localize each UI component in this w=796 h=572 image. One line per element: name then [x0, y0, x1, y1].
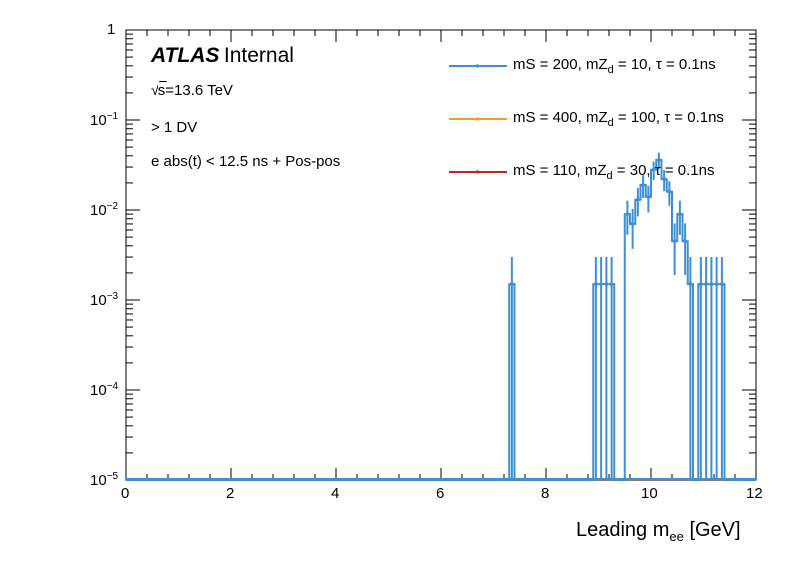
atlas-logo-text: ATLAS	[151, 44, 220, 67]
legend-entry-3: mS = 110, mZd = 30, τ = 0.1ns	[513, 162, 715, 182]
atlas-label: ATLAS Internal	[151, 44, 294, 68]
data-point	[657, 158, 661, 162]
data-point	[631, 222, 635, 226]
sqrt-symbol: √	[151, 82, 160, 99]
data-point	[688, 282, 692, 286]
x-tick-label-10: 10	[641, 485, 658, 502]
axis-ticks	[125, 29, 757, 481]
y-tick-label-1e-1: 10−1	[90, 111, 119, 129]
data-point	[610, 282, 614, 286]
y-tick-label-1e-2: 10−2	[90, 201, 119, 219]
data-point	[510, 282, 514, 286]
selection-label-2: e abs(t) < 12.5 ns + Pos-pos	[151, 153, 341, 170]
data-point	[652, 168, 656, 172]
x-tick-label-0: 0	[121, 485, 130, 502]
energy-label: √ss=13.6 TeV	[151, 82, 233, 99]
selection-label-1: > 1 DV	[151, 119, 198, 136]
data-point	[715, 282, 719, 286]
data-point	[662, 177, 666, 181]
legend-marker-2	[476, 170, 479, 174]
data-point	[625, 212, 629, 216]
legend-entry-2: mS = 400, mZd = 100, τ = 0.1ns	[513, 109, 724, 129]
legend-marker-1	[476, 117, 479, 121]
data-point	[641, 183, 645, 187]
legend-markers	[449, 64, 507, 174]
x-tick-label-2: 2	[226, 485, 235, 502]
x-tick-label-6: 6	[436, 485, 445, 502]
histogram-series	[126, 152, 756, 481]
x-axis-title: Leading mee [GeV]	[576, 519, 741, 544]
legend-marker-0	[476, 64, 479, 68]
data-point	[678, 212, 682, 216]
data-point	[683, 239, 687, 243]
y-tick-label-1e-4: 10−4	[90, 381, 119, 399]
histogram-outline-0	[126, 158, 756, 481]
internal-text: Internal	[223, 44, 294, 67]
legend-entry-1: mS = 200, mZd = 10, τ = 0.1ns	[513, 56, 716, 76]
y-tick-label-1: 1	[107, 21, 116, 38]
x-tick-label-4: 4	[331, 485, 340, 502]
y-tick-label-1e-3: 10−3	[90, 291, 119, 309]
data-point	[704, 282, 708, 286]
data-point	[599, 282, 603, 286]
data-point	[667, 190, 671, 194]
data-point	[699, 282, 703, 286]
data-point	[646, 195, 650, 199]
data-point	[604, 282, 608, 286]
data-point	[673, 239, 677, 243]
data-point	[636, 198, 640, 202]
data-point	[720, 282, 724, 286]
y-tick-label-1e-5: 10−5	[90, 471, 119, 489]
x-tick-label-12: 12	[746, 485, 763, 502]
data-point	[709, 282, 713, 286]
data-point	[594, 282, 598, 286]
x-tick-label-8: 8	[541, 485, 550, 502]
